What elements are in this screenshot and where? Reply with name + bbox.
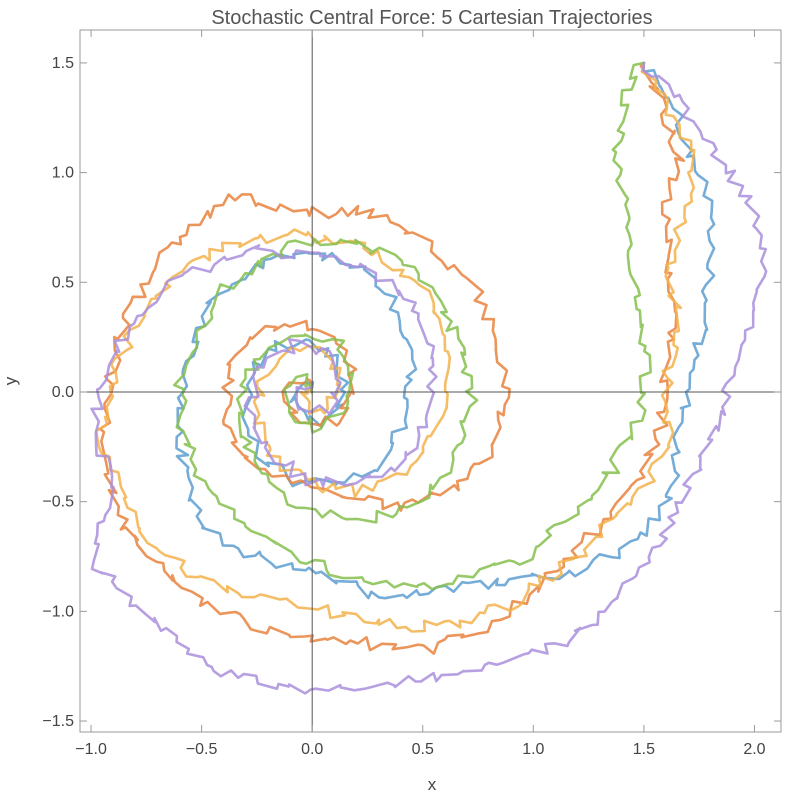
trajectories — [90, 61, 768, 695]
x-tick-label: 0.0 — [301, 741, 323, 758]
trajectory-line-1 — [175, 61, 716, 600]
x-axis-label: x — [428, 775, 437, 794]
plot-frame — [79, 29, 782, 733]
y-tick-label: 1.0 — [52, 165, 74, 182]
x-tick-label: −1.0 — [75, 741, 107, 758]
y-axis-label: y — [1, 376, 20, 385]
y-tick-label: −1.0 — [42, 603, 74, 620]
axes — [80, 30, 781, 732]
ticks: −1.0 −0.5 0.0 0.5 1.0 1.5 2.0−1.5−1.0−0.50.00.… — [42, 30, 781, 758]
trajectory-line-5 — [90, 61, 768, 695]
y-tick-label: −1.5 — [42, 713, 74, 730]
x-tick-label: 1.0 — [522, 741, 544, 758]
trajectory-line-4 — [173, 61, 652, 591]
y-tick-label: 0.0 — [52, 384, 74, 401]
chart-title: Stochastic Central Force: 5 Cartesian Tr… — [211, 7, 652, 29]
y-tick-label: −0.5 — [42, 494, 74, 511]
x-tick-label: 1.5 — [633, 741, 655, 758]
y-tick-label: 1.5 — [52, 55, 74, 72]
trajectory-line-3 — [94, 61, 696, 633]
y-tick-label: 0.5 — [52, 274, 74, 291]
x-tick-label: 2.0 — [743, 741, 765, 758]
trajectory-line-2 — [98, 61, 686, 655]
x-tick-label: −0.5 — [186, 741, 218, 758]
x-tick-label: 0.5 — [412, 741, 434, 758]
